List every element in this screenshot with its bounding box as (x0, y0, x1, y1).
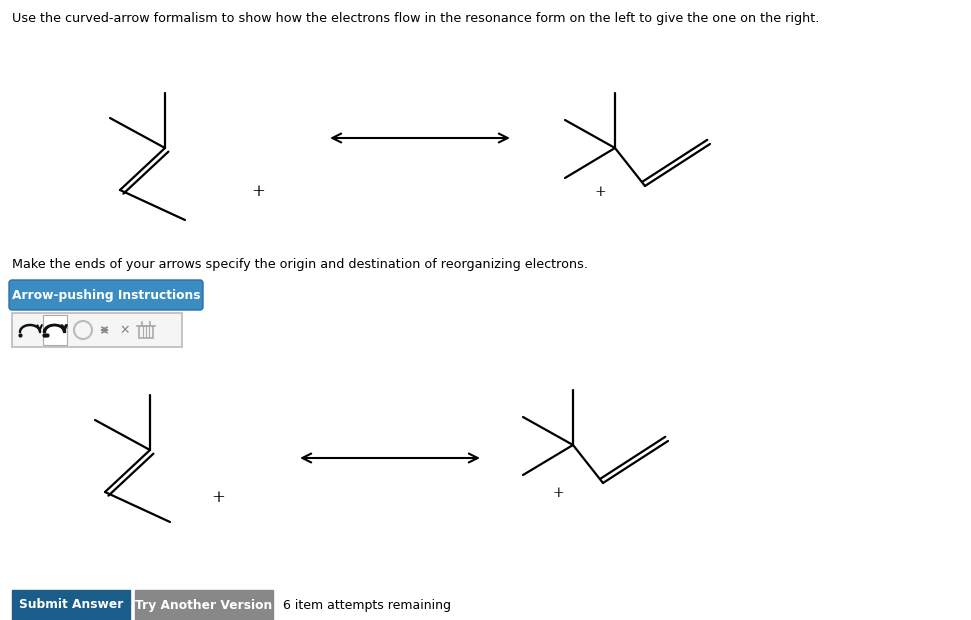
Text: Arrow-pushing Instructions: Arrow-pushing Instructions (12, 288, 200, 301)
Text: ✕: ✕ (119, 324, 130, 337)
FancyBboxPatch shape (12, 590, 130, 620)
Text: Submit Answer: Submit Answer (18, 598, 123, 611)
Text: Try Another Version: Try Another Version (135, 598, 273, 611)
Text: +: + (552, 486, 564, 500)
FancyBboxPatch shape (12, 313, 182, 347)
Text: Make the ends of your arrows specify the origin and destination of reorganizing : Make the ends of your arrows specify the… (12, 258, 588, 271)
FancyBboxPatch shape (135, 590, 273, 620)
Text: +: + (251, 184, 265, 200)
Text: 6 item attempts remaining: 6 item attempts remaining (283, 598, 451, 611)
Text: Use the curved-arrow formalism to show how the electrons flow in the resonance f: Use the curved-arrow formalism to show h… (12, 12, 820, 25)
Text: +: + (211, 490, 225, 507)
Text: +: + (594, 185, 606, 199)
FancyBboxPatch shape (9, 280, 203, 310)
FancyBboxPatch shape (43, 315, 67, 345)
